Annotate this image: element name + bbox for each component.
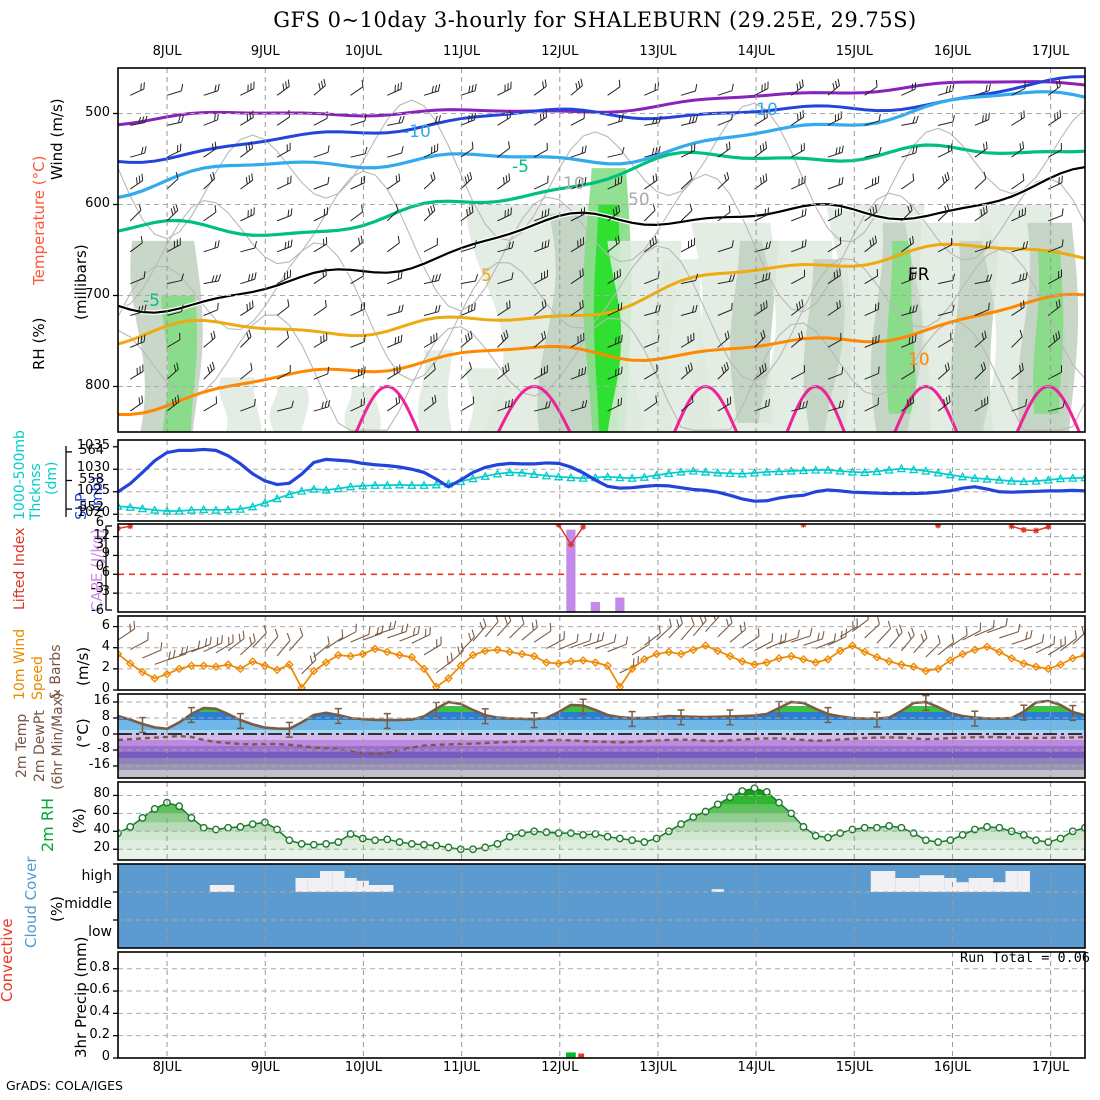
contour-label-6: 5 — [481, 266, 492, 286]
axis-label-group: Wind (m/s) Temperature (°C) RH (%) (milliba… — [0, 0, 118, 1100]
y-tick-li-m3: -3 — [91, 581, 104, 596]
contour-label-2: -5 — [512, 157, 529, 177]
credit-label: GrADS: COLA/IGES — [6, 1078, 123, 1093]
time-tick-16jul: 16JUL — [933, 1060, 972, 1075]
y-tick-li-m6: -6 — [91, 603, 104, 618]
y-tick-slp-1035: 1035 — [76, 437, 110, 453]
cloud-row-high: high — [81, 868, 112, 884]
y-tick-slp-1020: 1020 — [76, 505, 110, 521]
y-tick-temp-m16: -16 — [88, 757, 110, 772]
y-tick-temp-m8: -8 — [97, 741, 110, 756]
time-tick-17jul: 17JUL — [1032, 1060, 1070, 1075]
run-total-label: Run Total = 0.06 — [960, 950, 1091, 966]
y-tick-upper-500: 500 — [85, 104, 110, 120]
contour-label-8: 10 — [908, 350, 930, 370]
y-tick-li-6: 6 — [95, 515, 104, 530]
y-tick-li-3: 3 — [95, 537, 104, 552]
y-tick-thickness-558: 558 — [79, 471, 104, 487]
time-tick-16jul: 16JUL — [933, 44, 972, 59]
y-tick-slp-1025: 1025 — [76, 482, 110, 498]
time-tick-9jul: 9JUL — [250, 44, 280, 59]
time-tick-8jul: 8JUL — [152, 1060, 182, 1075]
contour-label-0: -10 — [750, 100, 778, 120]
y-tick-cape-9: 9 — [101, 546, 110, 562]
y-tick-rh-40: 40 — [93, 822, 110, 838]
time-tick-17jul: 17JUL — [1032, 44, 1070, 59]
contour-label-7: FR — [908, 265, 930, 285]
bottom-time-axis: 8JUL 9JUL 10JUL 11JUL 12JUL 13JUL 14JUL 15JUL 16… — [0, 1060, 1100, 1078]
cloud-row-middle: middle — [64, 896, 112, 912]
top-time-axis: 8JUL 9JUL 10JUL 11JUL 12JUL 13JUL 14JUL 15JUL 16… — [0, 44, 1100, 62]
time-tick-13jul: 13JUL — [639, 44, 677, 59]
y-tick-li-0: 0 — [95, 559, 104, 574]
cloud-row-low: low — [88, 924, 112, 940]
time-tick-8jul: 8JUL — [152, 44, 182, 59]
y-tick-temp-16: 16 — [93, 693, 110, 708]
y-tick-cape-12: 12 — [93, 527, 110, 543]
y-tick-cape-6: 6 — [101, 565, 110, 581]
y-tick-wind-2: 2 — [101, 659, 110, 675]
time-tick-14jul: 14JUL — [737, 44, 775, 59]
y-tick-precip-0_6: 0.6 — [89, 982, 110, 998]
time-tick-14jul: 14JUL — [737, 1060, 775, 1075]
time-tick-11jul: 11JUL — [443, 1060, 481, 1075]
y-tick-thickness-564: 564 — [79, 442, 104, 458]
time-tick-12jul: 12JUL — [541, 1060, 579, 1075]
y-tick-rh-80: 80 — [93, 786, 110, 802]
y-tick-wind-0: 0 — [101, 681, 110, 696]
y-tick-thickness-552: 552 — [79, 500, 104, 516]
time-tick-15jul: 15JUL — [835, 1060, 873, 1075]
y-tick-precip-0_2: 0.2 — [89, 1026, 110, 1042]
y-tick-precip-0_4: 0.4 — [89, 1004, 110, 1020]
contour-label-4: 10 — [563, 174, 585, 194]
contour-label-5: 50 — [628, 190, 650, 210]
y-tick-wind-4: 4 — [101, 638, 110, 654]
time-tick-15jul: 15JUL — [835, 44, 873, 59]
y-tick-temp-0: 0 — [101, 725, 110, 740]
time-tick-10jul: 10JUL — [344, 1060, 382, 1075]
y-tick-rh-20: 20 — [93, 840, 110, 856]
contour-label-3: -5 — [143, 291, 160, 311]
y-tick-rh-60: 60 — [93, 804, 110, 820]
y-tick-upper-700: 700 — [85, 286, 110, 302]
y-tick-slp-1030: 1030 — [76, 460, 110, 476]
y-tick-temp-8: 8 — [101, 709, 110, 724]
time-tick-13jul: 13JUL — [639, 1060, 677, 1075]
page-title: GFS 0~10day 3-hourly for SHALEBURN (29.2… — [273, 8, 917, 32]
y-tick-upper-800: 800 — [85, 377, 110, 393]
time-tick-12jul: 12JUL — [541, 44, 579, 59]
contour-label-1: -10 — [403, 122, 431, 142]
y-tick-precip-0: 0 — [101, 1049, 110, 1064]
time-tick-10jul: 10JUL — [344, 44, 382, 59]
y-tick-cape-3: 3 — [101, 584, 110, 600]
y-tick-wind-6: 6 — [101, 617, 110, 633]
time-tick-9jul: 9JUL — [250, 1060, 280, 1075]
y-tick-precip-0_8: 0.8 — [89, 959, 110, 975]
y-tick-upper-600: 600 — [85, 195, 110, 211]
time-tick-11jul: 11JUL — [443, 44, 481, 59]
